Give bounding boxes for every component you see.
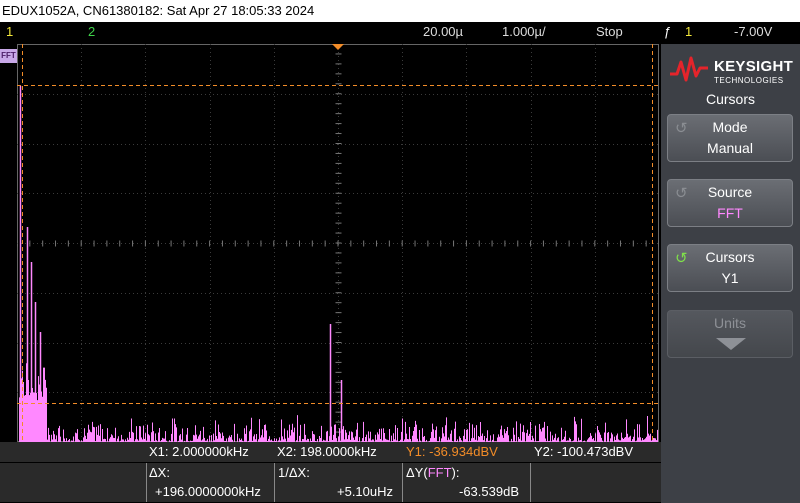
down-arrow-icon	[716, 338, 746, 350]
delta-y-value: -63.539dB	[459, 484, 519, 499]
units-softkey[interactable]: Units	[667, 310, 793, 358]
y2-readout: Y2: -100.473dBV	[534, 444, 634, 459]
trigger-level: -7.00V	[734, 24, 773, 39]
keysight-logo: KEYSIGHT TECHNOLOGIES	[667, 50, 795, 88]
cursors-softkey[interactable]: ↺ Cursors Y1	[667, 244, 793, 292]
trigger-marker	[332, 44, 344, 50]
x2-readout: X2: 198.0000kHz	[277, 444, 377, 459]
softkey-value: Manual	[707, 140, 753, 156]
keysight-wave-icon	[670, 56, 708, 82]
inverse-delta-x-value: +5.10uHz	[337, 484, 394, 499]
cursor-readout-panel: X1: 2.000000kHz X2: 198.0000kHz Y1: -36.…	[0, 442, 661, 503]
trigger-source: 1	[685, 24, 693, 39]
delta-x-label: ΔX:	[149, 465, 170, 480]
menu-title: Cursors	[705, 91, 755, 107]
softkey-panel: KEYSIGHT TECHNOLOGIES Cursors ↺ Mode Man…	[661, 44, 800, 503]
window-title: EDUX1052A, CN61380182: Sat Apr 27 18:05:…	[0, 0, 800, 22]
softkey-value: FFT	[717, 205, 743, 221]
channel-1-indicator[interactable]: 1	[6, 24, 14, 39]
softkey-label: Mode	[712, 119, 748, 135]
delta-x-value: +196.0000000kHz	[155, 484, 261, 499]
rotate-icon: ↺	[675, 250, 688, 267]
brand-name: KEYSIGHT	[714, 58, 794, 75]
softkey-value: Y1	[721, 270, 739, 286]
y1-readout: Y1: -36.934dBV	[406, 444, 498, 459]
samplerate-readout: 1.000µ/	[502, 24, 546, 39]
x1-readout: X1: 2.000000kHz	[149, 444, 249, 459]
delta-y-label: ΔY(FFT):	[406, 465, 460, 480]
softkey-label: Cursors	[705, 249, 755, 265]
trigger-icon: ƒ	[664, 24, 672, 39]
source-softkey[interactable]: ↺ Source FFT	[667, 179, 793, 227]
mode-softkey[interactable]: ↺ Mode Manual	[667, 114, 793, 162]
rotate-icon: ↺	[675, 185, 688, 202]
rotate-icon: ↺	[675, 120, 688, 137]
status-bar: 1 2 20.00µ 1.000µ/ Stop ƒ 1 -7.00V	[0, 22, 800, 41]
inverse-delta-x-label: 1/ΔX:	[278, 465, 310, 480]
channel-2-indicator[interactable]: 2	[88, 24, 96, 39]
timebase-readout: 20.00µ	[423, 24, 464, 39]
run-state: Stop	[596, 24, 623, 39]
fft-marker: FFT	[0, 49, 17, 63]
waveform-display[interactable]	[17, 44, 659, 442]
brand-sub: TECHNOLOGIES	[714, 76, 784, 85]
softkey-label: Units	[714, 315, 746, 331]
softkey-label: Source	[707, 184, 753, 200]
